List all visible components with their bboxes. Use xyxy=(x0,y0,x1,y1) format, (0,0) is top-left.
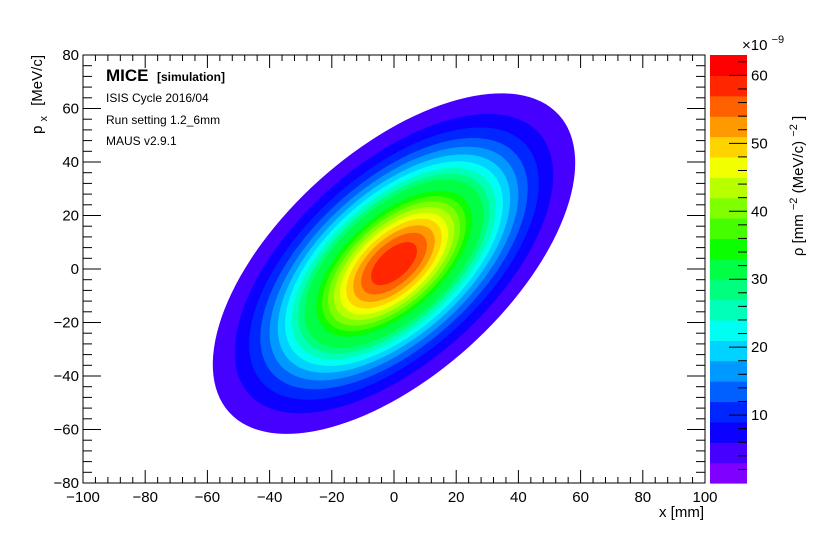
colorbar-exponent-power: −9 xyxy=(772,34,785,46)
x-tick-label: 40 xyxy=(510,489,527,506)
y-tick-label: 20 xyxy=(62,208,79,225)
colorbar-exponent-base: ×10 xyxy=(742,37,767,54)
colorbar-title-end: ] xyxy=(790,116,807,120)
y-tick-label: 80 xyxy=(62,47,79,64)
colorbar-band xyxy=(710,258,747,280)
colorbar-band xyxy=(710,381,747,403)
y-tick-label: 40 xyxy=(62,154,79,171)
colorbar-band xyxy=(710,340,747,362)
x-tick-label: −60 xyxy=(195,489,220,506)
software-label: MAUS v2.9.1 xyxy=(106,134,177,148)
run-setting-label: Run setting 1.2_6mm xyxy=(106,113,220,127)
y-axis-title-sub: x xyxy=(38,116,50,122)
svg-text:p x [MeV/c]: p x [MeV/c] xyxy=(29,55,51,134)
colorbar-band xyxy=(710,177,747,199)
density-contours xyxy=(212,93,576,434)
colorbar-title-mid: (MeV/c) xyxy=(790,141,807,194)
colorbar-tick-label: 20 xyxy=(751,339,768,356)
colorbar-tick-label: 30 xyxy=(751,271,768,288)
x-tick-label: 20 xyxy=(448,489,465,506)
x-tick-label: −40 xyxy=(257,489,282,506)
colorbar-band xyxy=(710,136,747,158)
x-tick-label: −80 xyxy=(132,489,157,506)
colorbar-band xyxy=(710,197,747,219)
colorbar-band xyxy=(710,421,747,443)
x-axis-ticks: −100 −80 −60 −40 −20 0 20 40 60 80 100 xyxy=(66,55,718,506)
y-tick-label: −40 xyxy=(54,368,79,385)
experiment-name: MICE xyxy=(106,66,149,85)
colorbar-band xyxy=(710,442,747,464)
experiment-label: MICE [simulation] xyxy=(106,66,225,85)
colorbar-band xyxy=(710,319,747,341)
colorbar-band xyxy=(710,462,747,484)
colorbar-tick-label: 60 xyxy=(751,67,768,84)
x-tick-label: 0 xyxy=(390,489,398,506)
colorbar-tick-label: 10 xyxy=(751,407,768,424)
colorbar-band xyxy=(710,55,747,76)
cycle-label: ISIS Cycle 2016/04 xyxy=(106,91,209,105)
colorbar-tick-label: 40 xyxy=(751,203,768,220)
y-axis-title: p x [MeV/c] xyxy=(29,55,51,134)
colorbar-band xyxy=(710,116,747,138)
colorbar-band xyxy=(710,401,747,423)
colorbar-title-sup1: −2 xyxy=(788,198,800,211)
density-contour xyxy=(371,242,417,286)
y-axis-ticks: −80 −60 −40 −20 0 20 40 60 80 xyxy=(54,47,705,492)
colorbar-title-sup2: −2 xyxy=(788,124,800,137)
colorbar-band xyxy=(710,218,747,240)
colorbar-band xyxy=(710,279,747,301)
y-tick-label: −60 xyxy=(54,422,79,439)
simulation-tag: [simulation] xyxy=(157,70,225,84)
colorbar-band xyxy=(710,299,747,321)
x-tick-label: 60 xyxy=(572,489,589,506)
colorbar-title-text: ρ [mm xyxy=(790,214,807,256)
svg-text:ρ [mm −2 (MeV/c): ρ [mm −2 (MeV/c) −2 ] xyxy=(784,116,807,256)
x-tick-label: −100 xyxy=(66,489,100,506)
colorbar-band xyxy=(710,95,747,117)
x-tick-label: 100 xyxy=(692,489,717,506)
y-axis-title-main: p xyxy=(29,126,46,134)
colorbar-band xyxy=(710,360,747,382)
y-axis-title-unit: [MeV/c] xyxy=(29,55,46,106)
colorbar-band xyxy=(710,238,747,260)
colorbar-title: ρ [mm −2 (MeV/c) −2 ] xyxy=(784,116,807,256)
y-tick-label: −80 xyxy=(54,475,79,492)
x-axis-title: x [mm] xyxy=(659,504,704,521)
y-tick-label: 60 xyxy=(62,101,79,118)
colorbar-band xyxy=(710,156,747,178)
x-tick-label: 80 xyxy=(634,489,651,506)
colorbar-ticks: 10 20 30 40 50 60 xyxy=(729,61,768,470)
x-tick-label: −20 xyxy=(319,489,344,506)
y-tick-label: 0 xyxy=(71,261,79,278)
colorbar-exponent: ×10 −9 xyxy=(742,34,784,54)
colorbar xyxy=(710,55,747,484)
colorbar-tick-label: 50 xyxy=(751,135,768,152)
annotation-box: MICE [simulation] ISIS Cycle 2016/04 Run… xyxy=(106,66,225,148)
y-tick-label: −20 xyxy=(54,315,79,332)
colorbar-band xyxy=(710,75,747,97)
